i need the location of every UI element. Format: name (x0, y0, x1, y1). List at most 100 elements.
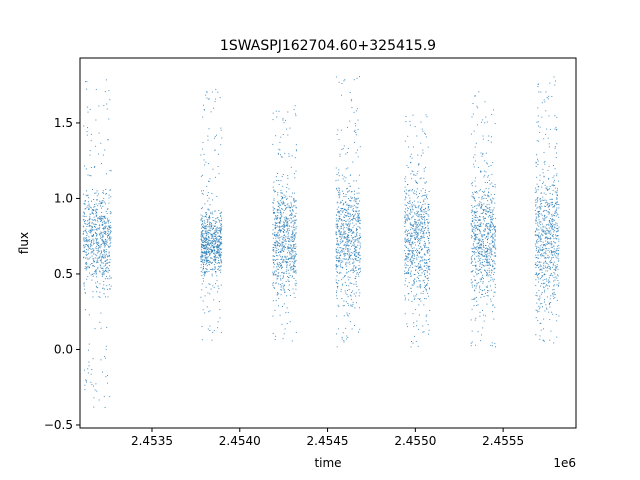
data-point (102, 243, 104, 244)
data-point (290, 269, 292, 271)
data-point (486, 286, 488, 288)
data-point (404, 238, 406, 240)
data-point (428, 329, 430, 331)
data-point (88, 266, 90, 268)
data-point (490, 201, 492, 203)
data-point (88, 225, 90, 227)
data-point (345, 263, 347, 265)
data-point (105, 79, 107, 81)
data-point (474, 212, 476, 213)
data-point (422, 290, 424, 292)
data-point (547, 211, 549, 213)
data-point (347, 262, 349, 264)
data-point (280, 278, 282, 280)
data-point (476, 210, 478, 212)
data-point (284, 291, 286, 293)
data-point (410, 208, 411, 210)
data-point (489, 230, 491, 232)
data-point (83, 219, 85, 221)
data-point (338, 251, 340, 253)
data-point (84, 309, 86, 311)
data-point (98, 249, 99, 251)
data-point (106, 266, 108, 268)
data-point (420, 266, 422, 268)
data-point (404, 273, 405, 275)
data-point (418, 205, 420, 207)
data-point (205, 245, 207, 247)
data-point (418, 266, 420, 268)
data-point (341, 231, 342, 233)
data-point (211, 339, 213, 341)
data-point (217, 217, 219, 219)
data-point (287, 252, 288, 254)
data-point (477, 229, 478, 231)
data-point (549, 285, 550, 287)
data-point (343, 145, 345, 147)
data-point (92, 258, 94, 260)
data-point (548, 282, 549, 284)
data-point (272, 202, 274, 204)
data-point (475, 265, 477, 267)
data-point (344, 243, 346, 245)
data-point (418, 273, 419, 275)
data-point (289, 206, 291, 208)
data-point (351, 209, 353, 211)
data-point (405, 241, 407, 243)
data-point (342, 283, 344, 285)
data-point (359, 255, 361, 257)
data-point (484, 217, 486, 219)
data-point (348, 240, 350, 242)
data-point (291, 250, 293, 252)
data-point (104, 407, 106, 408)
data-point (105, 221, 107, 223)
data-point (419, 208, 421, 210)
data-point (424, 262, 425, 264)
data-point (110, 230, 112, 232)
data-point (289, 263, 291, 265)
data-point (423, 304, 425, 306)
data-point (275, 259, 276, 261)
data-point (420, 221, 422, 223)
data-point (535, 162, 537, 164)
data-point (406, 239, 408, 240)
data-point (204, 226, 206, 228)
data-point (414, 193, 416, 195)
data-point (200, 252, 202, 254)
data-point (88, 349, 89, 351)
data-point (556, 228, 558, 229)
data-point (335, 250, 337, 252)
data-point (549, 275, 551, 277)
data-point (351, 283, 353, 284)
data-point (91, 228, 93, 230)
data-point (417, 235, 419, 237)
data-point (424, 286, 426, 288)
data-point (283, 224, 285, 225)
data-point (419, 284, 421, 285)
data-point (480, 279, 482, 280)
data-point (420, 260, 422, 262)
data-point (491, 216, 493, 218)
data-point (216, 221, 218, 223)
data-point (275, 270, 277, 272)
data-point (291, 254, 293, 256)
data-point (486, 254, 488, 256)
data-point (535, 204, 537, 206)
data-point (337, 265, 339, 267)
data-point (294, 215, 296, 217)
data-point (423, 240, 425, 242)
data-point (277, 210, 279, 212)
data-point (477, 219, 479, 221)
data-point (427, 252, 429, 254)
data-point (552, 198, 553, 200)
data-point (347, 296, 349, 298)
data-point (345, 209, 347, 211)
data-point (205, 259, 207, 261)
data-point (556, 277, 558, 279)
data-point (276, 266, 278, 268)
data-point (220, 248, 222, 250)
data-point (484, 101, 486, 103)
data-point (471, 205, 473, 206)
data-point (102, 205, 104, 207)
data-point (345, 261, 347, 263)
data-point (487, 216, 489, 218)
